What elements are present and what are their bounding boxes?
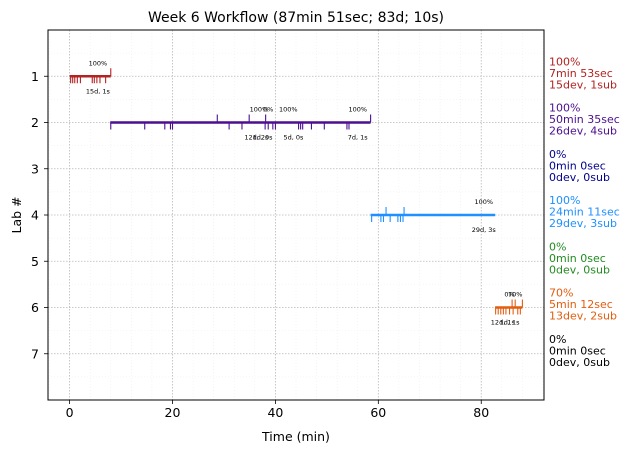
lab-7-summary-line: 0min 0sec	[549, 344, 606, 357]
x-tick-label: 60	[370, 405, 386, 420]
lab-6-summary-line: 5min 12sec	[549, 298, 613, 311]
lab-4-summary-line: 29dev, 3sub	[549, 217, 617, 230]
lab-2-annotation: 5d, 0s	[283, 134, 304, 142]
lab-5-summary-line: 0min 0sec	[549, 252, 606, 265]
chart-title: Week 6 Workflow (87min 51sec; 83d; 10s)	[148, 10, 444, 26]
x-tick-label: 40	[267, 405, 283, 420]
lab-1-summary-line: 100%	[549, 55, 580, 68]
lab-2-summary-line: 100%	[549, 102, 580, 115]
y-tick-label: 7	[31, 346, 39, 361]
x-axis-label: Time (min)	[261, 429, 330, 444]
lab-7-summary-line: 0dev, 0sub	[549, 356, 610, 369]
lab-2-annotation: 100%	[279, 106, 298, 114]
lab-5-summary-line: 0%	[549, 240, 566, 253]
lab-5-summary-line: 0dev, 0sub	[549, 263, 610, 276]
lab-1-summary-line: 15dev, 1sub	[549, 78, 617, 91]
y-tick-label: 2	[31, 115, 39, 130]
y-tick-label: 4	[31, 208, 39, 223]
lab-6-annotation: 0%	[504, 291, 514, 299]
lab-3-summary-line: 0min 0sec	[549, 159, 606, 172]
lab-6-annotation: 70%	[508, 291, 522, 299]
y-axis-ticks: 1 2 3 4 5 6 7	[31, 69, 48, 361]
x-tick-label: 0	[66, 405, 74, 420]
lab-1-annotation: 15d, 1s	[86, 87, 111, 95]
y-tick-label: 3	[31, 161, 39, 176]
lab-4-annotation: 29d, 3s	[472, 226, 497, 234]
y-tick-label: 6	[31, 300, 39, 315]
lab-lane-4: 100% 29d, 3s	[370, 198, 497, 234]
lab-4-summary-line: 24min 11sec	[549, 206, 620, 219]
lab-4-annotation: 100%	[475, 198, 494, 206]
lab-4-summary-line: 100%	[549, 194, 580, 207]
lab-2-summary-line: 26dev, 4sub	[549, 125, 617, 138]
x-axis-ticks: 0 20 40 60 80	[66, 400, 489, 420]
lab-3-summary-line: 0dev, 0sub	[549, 171, 610, 184]
lab-6-annotation: 12d, 1s	[491, 319, 516, 327]
lab-3-summary-line: 0%	[549, 148, 566, 161]
lab-2-annotation: 100%	[348, 106, 367, 114]
lab-1-summary-line: 7min 53sec	[549, 67, 613, 80]
lab-2-annotation: 1d, 0s	[253, 134, 274, 142]
lab-2-annotation: 12d, 2s	[244, 134, 269, 142]
lab-2-annotation: 100%	[250, 106, 269, 114]
lab-2-annotation: 0%	[263, 106, 273, 114]
x-tick-label: 80	[473, 405, 489, 420]
lab-6-annotation: 1d, 1s	[500, 319, 521, 327]
lab-2-annotation: 7d, 1s	[348, 134, 369, 142]
lab-7-summary-line: 0%	[549, 333, 566, 346]
lab-2-summary-line: 50min 35sec	[549, 113, 620, 126]
y-tick-label: 5	[31, 254, 39, 269]
lab-lane-1: 100% 15d, 1s	[69, 59, 112, 95]
lab-6-summary-line: 70%	[549, 287, 573, 300]
lab-1-annotation: 100%	[89, 59, 108, 67]
lab-6-summary-line: 13dev, 2sub	[549, 310, 617, 323]
y-axis-label: Lab #	[9, 196, 24, 233]
y-tick-label: 1	[31, 69, 39, 84]
x-tick-label: 20	[165, 405, 181, 420]
